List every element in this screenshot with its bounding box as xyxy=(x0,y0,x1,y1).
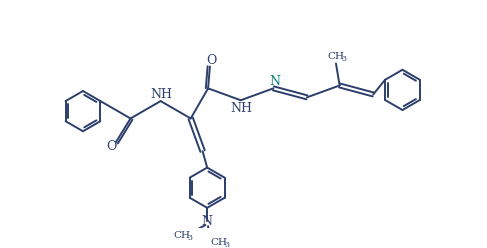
Text: NH: NH xyxy=(231,102,253,115)
Text: O: O xyxy=(106,140,116,153)
Text: N: N xyxy=(270,75,281,88)
Text: 3: 3 xyxy=(342,55,347,63)
Text: CH: CH xyxy=(210,238,227,247)
Text: N: N xyxy=(202,215,213,228)
Text: NH: NH xyxy=(150,88,172,101)
Text: O: O xyxy=(206,54,217,66)
Text: 3: 3 xyxy=(187,234,192,242)
Text: CH: CH xyxy=(173,231,190,240)
Text: 3: 3 xyxy=(225,241,230,248)
Text: CH: CH xyxy=(327,52,344,61)
